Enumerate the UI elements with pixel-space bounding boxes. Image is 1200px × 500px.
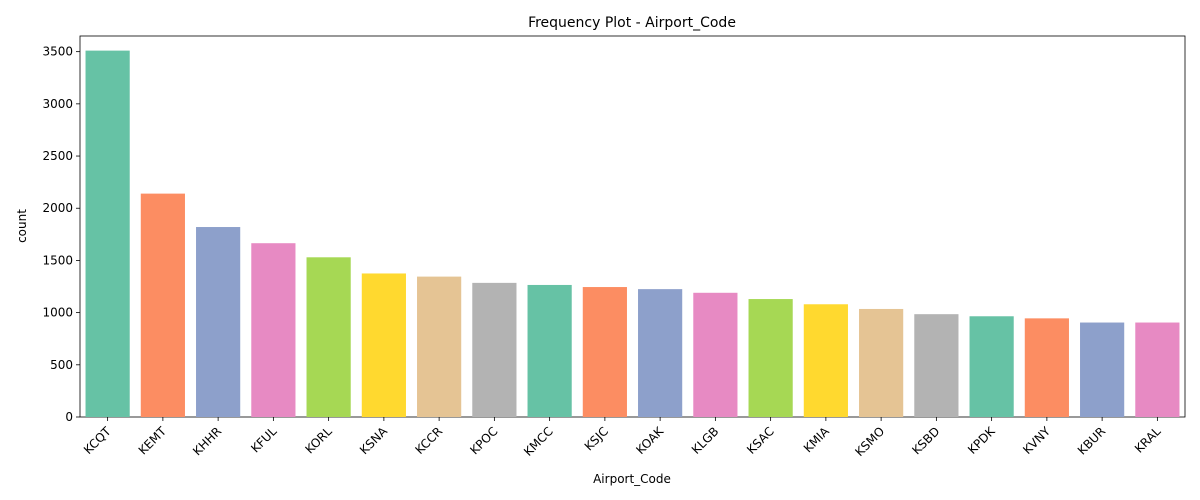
x-tick-label-kpoc: KPOC — [467, 424, 500, 457]
bar-khhr — [196, 227, 241, 417]
x-tick-label-khhr: KHHR — [190, 424, 224, 458]
x-tick-label-ksbd: KSBD — [909, 424, 942, 457]
bar-kful — [251, 243, 296, 417]
bar-ksbd — [914, 314, 959, 417]
bar-ksmo — [859, 308, 904, 417]
bar-kcqt — [85, 50, 130, 417]
bar-kvny — [1024, 318, 1069, 417]
y-tick-label: 1000 — [42, 306, 73, 320]
bar-kral — [1135, 322, 1180, 417]
y-tick-label: 1500 — [42, 253, 73, 267]
x-tick-label-kbur: KBUR — [1075, 424, 1108, 457]
bar-kemt — [140, 193, 185, 417]
x-tick-label-ksna: KSNA — [357, 424, 391, 458]
chart-title: Frequency Plot - Airport_Code — [528, 15, 736, 31]
x-tick-label-kccr: KCCR — [412, 424, 445, 457]
x-tick-label-kvny: KVNY — [1020, 424, 1053, 457]
x-tick-label-ksac: KSAC — [744, 424, 777, 457]
x-tick-label-korl: KORL — [302, 424, 335, 457]
y-tick-label: 3500 — [42, 45, 73, 59]
bar-kpdk — [969, 316, 1014, 417]
bar-klgb — [693, 292, 738, 417]
x-tick-label-kral: KRAL — [1132, 424, 1164, 456]
y-tick-label: 2000 — [42, 201, 73, 215]
x-axis: KCQT KEMT KHHR KFUL KORL KSNA KCCR KPOC KMCC KSJC… — [81, 417, 1164, 459]
y-axis-title: count — [15, 209, 29, 243]
x-tick-label-ksjc: KSJC — [582, 424, 611, 453]
y-axis: 0 500 1000 1500 2000 2500 3000 3500 — [42, 45, 80, 424]
bar-kmia — [803, 304, 848, 417]
x-tick-label-klgb: KLGB — [689, 424, 722, 457]
bar-ksac — [748, 299, 793, 417]
x-tick-label-ksmo: KSMO — [852, 424, 887, 459]
bar-ksjc — [582, 287, 627, 417]
y-tick-label: 0 — [65, 410, 73, 424]
x-tick-label-kmia: KMIA — [801, 424, 833, 456]
bar-kmcc — [527, 284, 572, 417]
x-tick-label-kemt: KEMT — [136, 424, 170, 458]
y-tick-label: 3000 — [42, 97, 73, 111]
bar-kpoc — [472, 282, 517, 417]
plot-area — [79, 35, 1186, 418]
x-tick-label-kmcc: KMCC — [521, 424, 556, 459]
x-tick-label-kpdk: KPDK — [965, 423, 998, 456]
bars — [85, 50, 1180, 417]
plot-frame — [79, 35, 1186, 418]
x-tick-label-kful: KFUL — [248, 424, 280, 456]
bar-kccr — [417, 276, 462, 417]
y-tick-label: 500 — [50, 358, 73, 372]
x-tick-label-koak: KOAK — [633, 423, 667, 457]
bar-ksna — [361, 273, 406, 417]
bar-kbur — [1080, 322, 1125, 417]
bar-korl — [306, 257, 351, 417]
x-tick-label-kcqt: KCQT — [81, 424, 114, 457]
x-axis-title: Airport_Code — [593, 472, 671, 486]
y-tick-label: 2500 — [42, 149, 73, 163]
bar-koak — [638, 289, 683, 417]
